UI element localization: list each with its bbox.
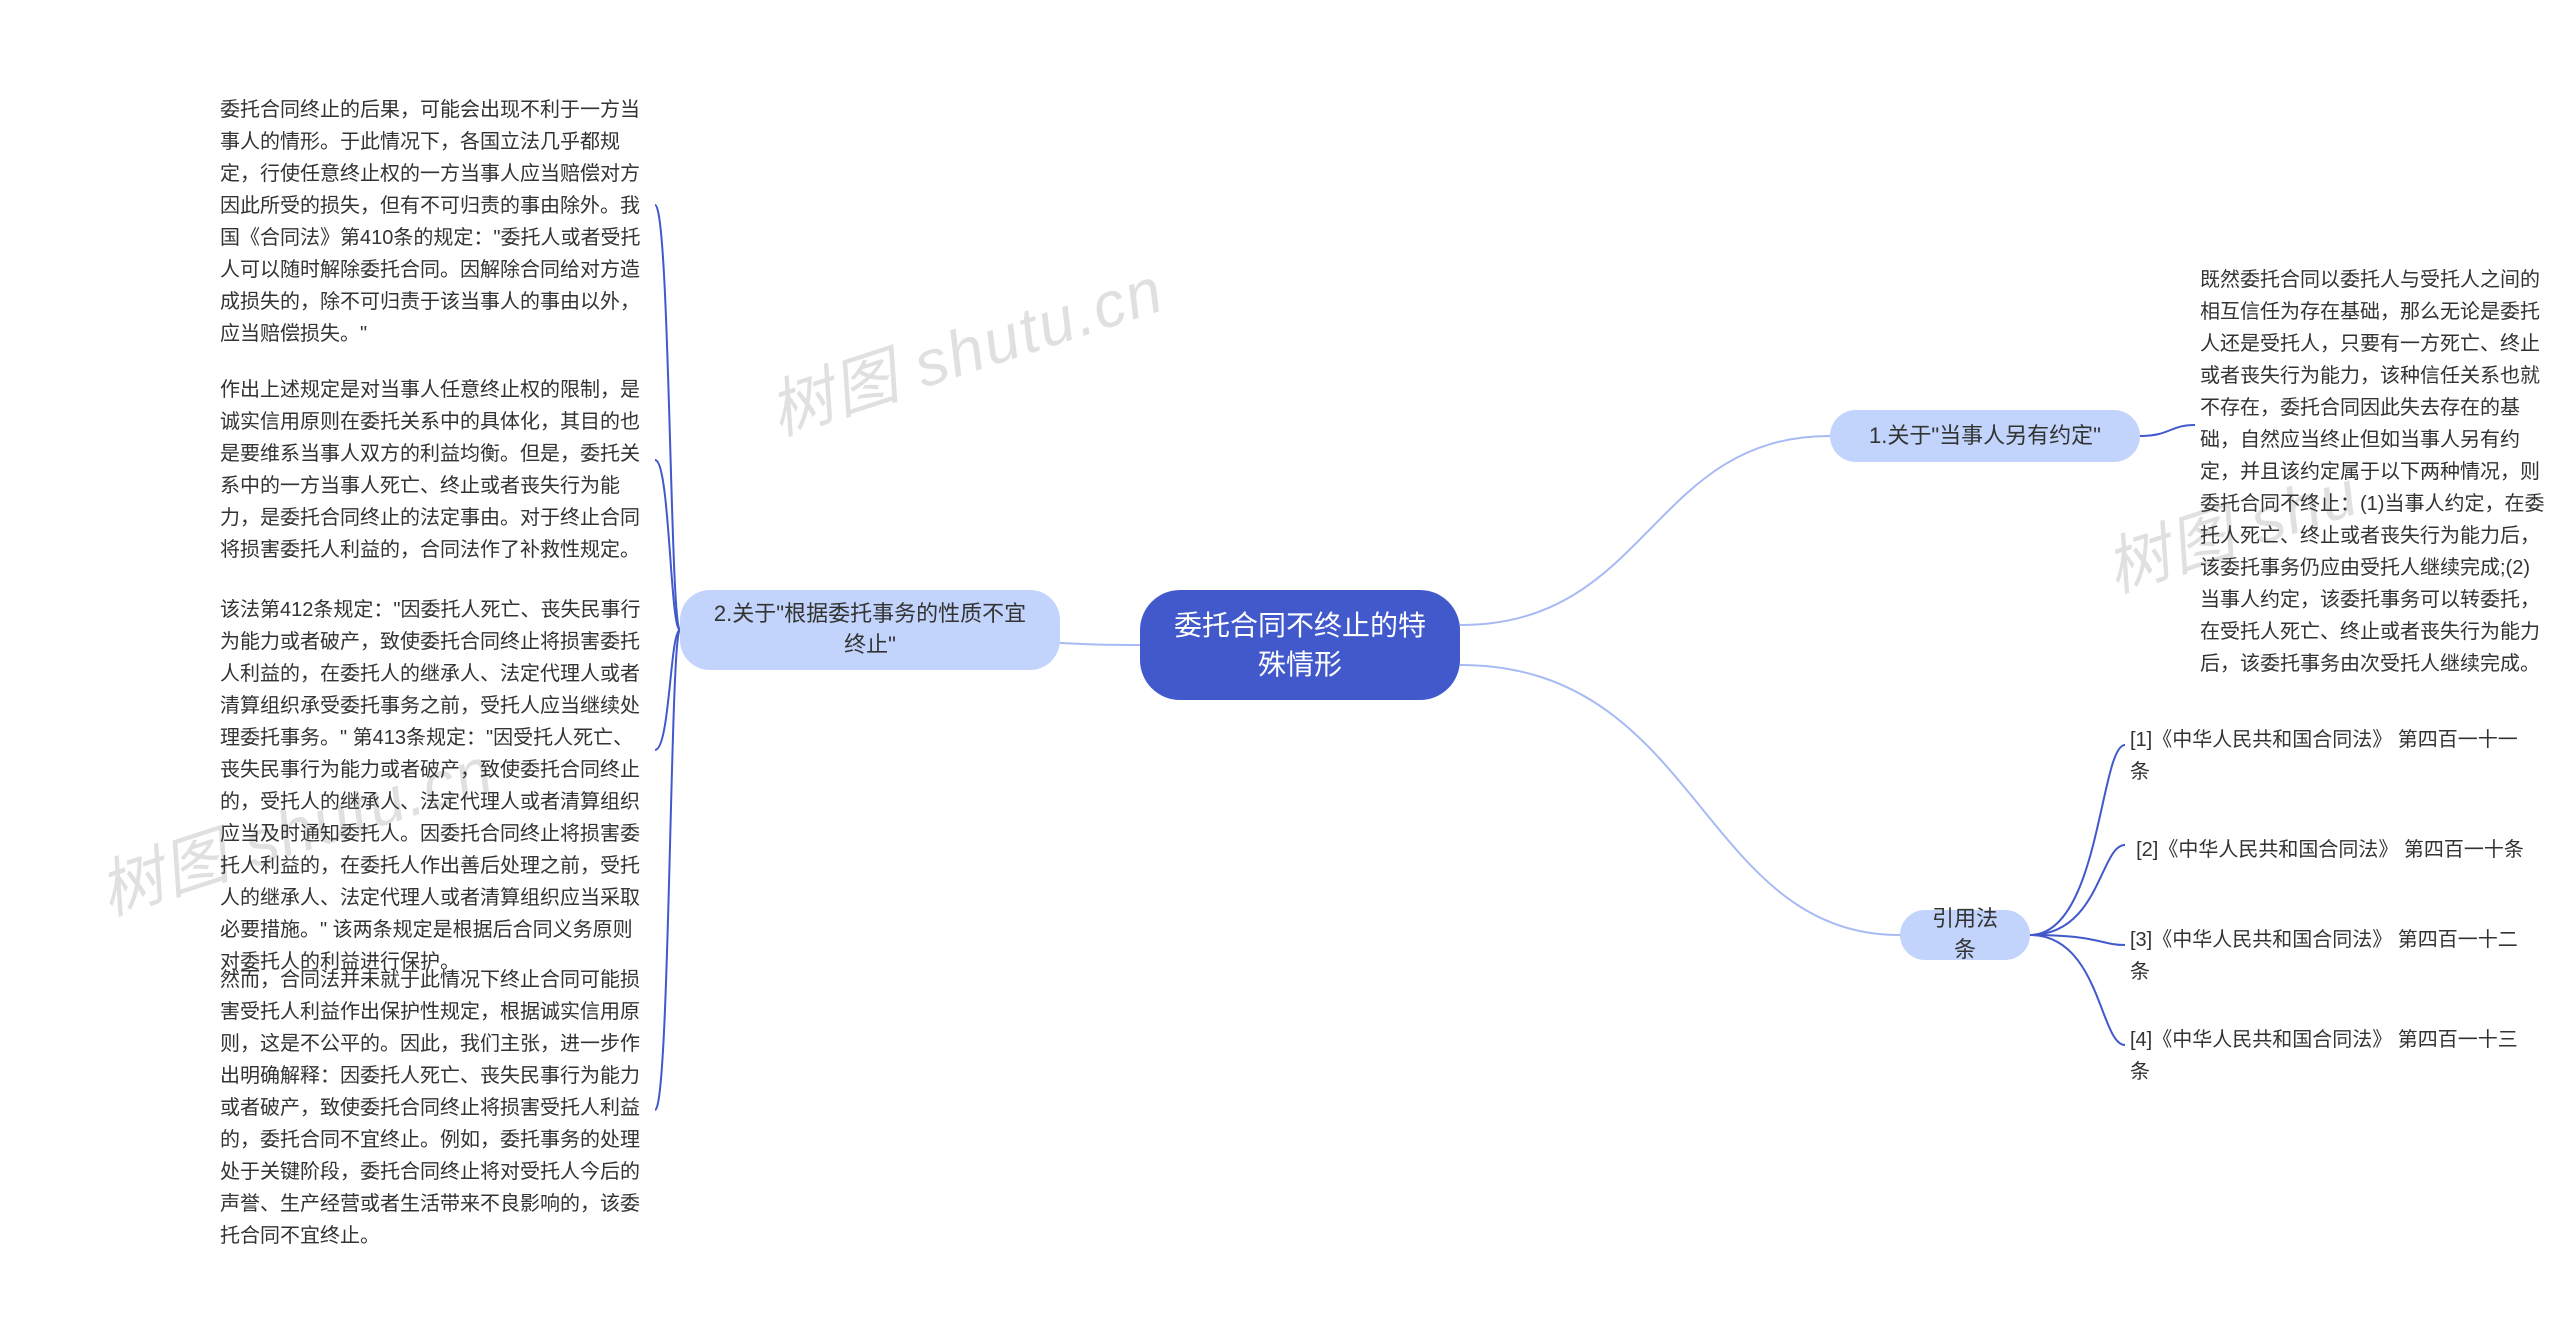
watermark: 树图 shutu.cn	[756, 239, 1174, 453]
left-leaf-4: 然而，合同法并未就于此情况下终止合同可能损害受托人利益作出保护性规定，根据诚实信…	[220, 960, 650, 1256]
left-leaf-1: 委托合同终止的后果，可能会出现不利于一方当事人的情形。于此情况下，各国立法几乎都…	[220, 90, 650, 354]
law-ref-2: [2]《中华人民共和国合同法》 第四百一十条	[2130, 830, 2530, 870]
right-branch1-node[interactable]: 1.关于"当事人另有约定"	[1830, 410, 2140, 462]
right-branch1-content: 既然委托合同以委托人与受托人之间的相互信任为存在基础，那么无论是委托人还是受托人…	[2200, 260, 2545, 684]
left-leaf-3: 该法第412条规定："因委托人死亡、丧失民事行为能力或者破产，致使委托合同终止将…	[220, 590, 650, 982]
right-branch2-node[interactable]: 引用法条	[1900, 910, 2030, 960]
law-ref-1: [1]《中华人民共和国合同法》 第四百一十一条	[2130, 720, 2530, 792]
law-ref-3: [3]《中华人民共和国合同法》 第四百一十二条	[2130, 920, 2530, 992]
left-leaf-2: 作出上述规定是对当事人任意终止权的限制，是诚实信用原则在委托关系中的具体化，其目…	[220, 370, 650, 570]
center-node[interactable]: 委托合同不终止的特殊情形	[1140, 590, 1460, 700]
left-branch-node[interactable]: 2.关于"根据委托事务的性质不宜终止"	[680, 590, 1060, 670]
law-ref-4: [4]《中华人民共和国合同法》 第四百一十三条	[2130, 1020, 2530, 1092]
